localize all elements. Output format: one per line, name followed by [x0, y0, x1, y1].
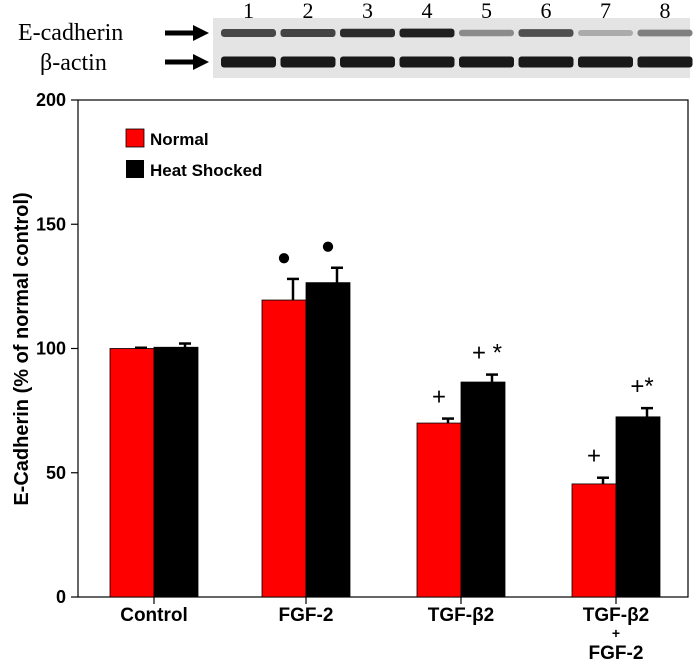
- ecadherin-arrow-icon: [165, 25, 209, 41]
- lane-number: 8: [660, 0, 671, 23]
- ecadherin-band: [340, 28, 395, 38]
- lane-number: 4: [422, 0, 433, 23]
- significance-annotations: ● ● + + * + +*: [277, 233, 654, 470]
- ecadherin-band: [399, 28, 455, 38]
- bactin-blot-label: β-actin: [40, 50, 107, 76]
- legend-swatch-heat-shocked: [126, 160, 144, 178]
- y-axis-title: E-Cadherin (% of normal control): [11, 192, 33, 505]
- bactin-band: [399, 56, 455, 68]
- ecadherin-band: [221, 29, 276, 37]
- ecadherin-band: [459, 29, 514, 37]
- category-label: FGF-2: [279, 605, 334, 626]
- lane-number: 5: [481, 0, 492, 23]
- bactin-band: [221, 56, 276, 68]
- significance-marker: ●: [321, 233, 336, 260]
- lane-number: 6: [541, 0, 552, 23]
- y-tick-label: 200: [36, 90, 66, 110]
- blot-background: [213, 18, 690, 78]
- bar-normal: [109, 348, 155, 598]
- significance-marker: +: [587, 443, 601, 470]
- ecadherin-band: [518, 29, 574, 37]
- bar-heat-shocked: [305, 282, 351, 598]
- category-label: TGF-β2 + FGF-2: [583, 605, 649, 664]
- significance-marker: +: [432, 384, 446, 411]
- bactin-arrow-icon: [165, 54, 209, 70]
- bactin-band: [637, 56, 693, 68]
- legend-label-normal: Normal: [150, 130, 209, 149]
- y-tick-label: 50: [46, 463, 66, 483]
- bar-normal: [571, 483, 617, 598]
- significance-marker: ●: [277, 244, 292, 271]
- y-tick-label: 100: [36, 339, 66, 359]
- y-axis-ticks: 0 50 100 150 200: [36, 90, 78, 607]
- bar-heat-shocked: [153, 346, 199, 598]
- bactin-band: [280, 56, 336, 68]
- error-bars: [135, 266, 653, 484]
- bar-chart: 0 50 100 150 200 ● ● + + * + +* Control FGF-2 TGF-β…: [11, 90, 689, 664]
- bactin-band: [340, 56, 395, 68]
- legend-label-heat-shocked: Heat Shocked: [150, 161, 262, 180]
- western-blot-panel: 1 2 3 4 5 6 7 8 E-cadherin β-actin: [18, 0, 693, 78]
- ecadherin-blot-label: E-cadherin: [18, 20, 123, 46]
- bactin-band: [518, 56, 574, 68]
- legend-swatch-normal: [125, 128, 145, 148]
- y-tick-label: 0: [56, 587, 66, 607]
- lane-number: 2: [303, 0, 314, 23]
- bar-normal: [416, 422, 462, 598]
- y-tick-label: 150: [36, 214, 66, 234]
- lane-number: 1: [243, 0, 254, 23]
- ecadherin-band: [637, 29, 693, 37]
- ecadherin-band: [280, 29, 336, 37]
- bar-normal: [261, 299, 307, 598]
- category-labels: Control FGF-2 TGF-β2 TGF-β2 + FGF-2: [120, 597, 649, 664]
- lane-numbers: 1 2 3 4 5 6 7 8: [243, 0, 671, 23]
- category-label: TGF-β2: [428, 605, 494, 626]
- lane-number: 7: [600, 0, 611, 23]
- lane-number: 3: [362, 0, 373, 23]
- bactin-band: [578, 56, 633, 68]
- significance-marker: + *: [472, 340, 502, 367]
- significance-marker: +*: [630, 373, 653, 400]
- ecadherin-band: [578, 30, 633, 36]
- bar-heat-shocked: [615, 416, 661, 598]
- legend: Normal Heat Shocked: [125, 128, 262, 180]
- bar-heat-shocked: [460, 381, 506, 598]
- category-label: Control: [120, 605, 188, 626]
- bars: [109, 282, 661, 598]
- bactin-band: [459, 56, 514, 68]
- blot-rows: [221, 28, 693, 68]
